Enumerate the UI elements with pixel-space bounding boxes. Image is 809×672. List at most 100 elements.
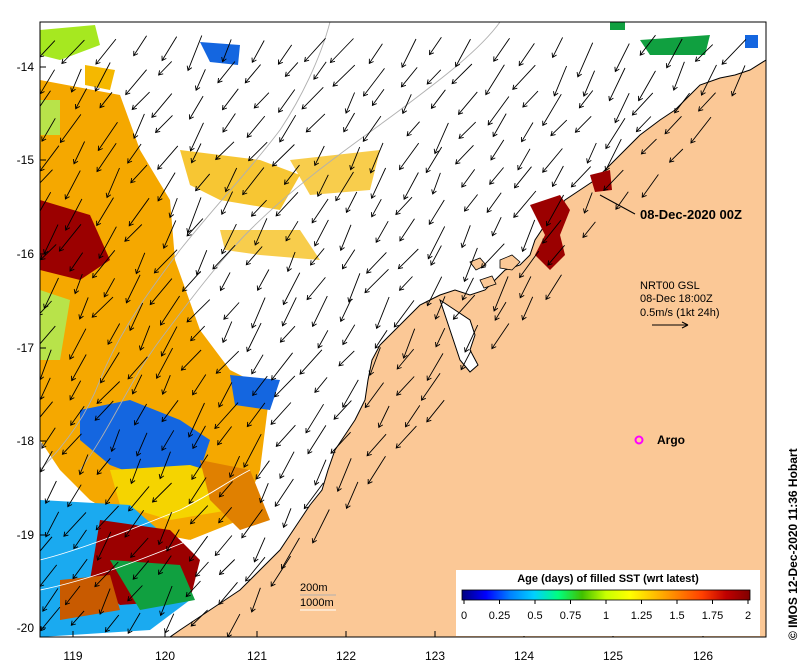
current-arrow (44, 480, 57, 504)
current-arrow (570, 166, 592, 188)
colorbar-background (456, 570, 760, 636)
current-arrow (345, 481, 359, 510)
current-arrow (70, 68, 82, 93)
current-arrow (250, 199, 267, 217)
current-arrow (192, 374, 207, 396)
current-arrow (69, 380, 82, 401)
current-arrow (492, 276, 509, 312)
current-arrow (635, 116, 652, 133)
current-arrow (578, 90, 594, 109)
current-arrow (431, 172, 441, 195)
current-arrow (309, 248, 325, 266)
current-arrow (344, 92, 356, 114)
lon-tick-label: 120 (155, 649, 175, 663)
current-arrow (221, 39, 232, 63)
current-arrow (218, 559, 236, 576)
current-arrow (72, 558, 88, 580)
current-arrow (374, 330, 388, 349)
current-arrow (73, 529, 87, 550)
current-arrow (133, 403, 147, 426)
current-arrow (460, 225, 471, 249)
current-arrow (313, 219, 329, 247)
current-arrow (125, 274, 141, 304)
colorbar-tick-label: 0.75 (560, 610, 581, 622)
current-arrow (221, 223, 237, 255)
current-arrow (275, 191, 299, 217)
current-arrow (214, 402, 239, 430)
current-arrow (253, 537, 266, 563)
current-arrow (401, 38, 417, 68)
current-arrow (135, 252, 146, 275)
current-arrow (244, 64, 261, 84)
current-arrow (427, 226, 446, 260)
current-arrow (398, 276, 413, 291)
current-arrow (251, 40, 265, 64)
current-arrow (271, 352, 293, 381)
current-arrow (454, 38, 471, 68)
current-arrow (371, 88, 385, 107)
lat-axis: -14 -15 -16 -17 -18 -19 -20 (17, 60, 46, 635)
current-arrow (400, 67, 418, 88)
current-arrow (214, 535, 233, 557)
current-arrow (283, 164, 300, 185)
isobaths (40, 22, 501, 471)
current-arrow (92, 250, 116, 279)
current-arrow (44, 511, 60, 538)
current-arrow (700, 64, 717, 96)
argo-float-marker (634, 435, 644, 445)
current-arrow (40, 191, 52, 213)
lon-tick-label: 124 (514, 649, 534, 663)
current-arrow (157, 512, 173, 546)
current-arrow (186, 299, 211, 323)
current-arrow (370, 167, 387, 199)
current-arrow (362, 68, 385, 97)
current-arrow (339, 224, 352, 252)
current-arrow (342, 379, 359, 408)
current-arrow (375, 296, 390, 330)
current-arrow (94, 62, 111, 92)
current-arrow (160, 295, 180, 326)
current-arrow (349, 146, 361, 171)
current-arrow (406, 121, 420, 137)
current-arrow (40, 401, 53, 418)
current-arrow (396, 376, 415, 396)
current-arrow (615, 191, 629, 210)
current-arrow (245, 556, 266, 582)
current-arrow (311, 509, 330, 544)
current-arrow (103, 278, 115, 298)
current-arrow (313, 61, 327, 80)
current-arrow (690, 116, 712, 144)
lat-tick-label: -17 (17, 341, 35, 355)
current-arrow (222, 113, 236, 133)
current-arrow (425, 146, 443, 174)
current-arrow (100, 352, 120, 384)
current-arrow (366, 252, 387, 274)
current-arrow (306, 277, 326, 301)
current-arrow (127, 585, 143, 602)
current-arrow (457, 91, 478, 115)
current-arrow (161, 375, 171, 395)
current-arrow (195, 561, 209, 578)
current-arrow (161, 430, 175, 452)
current-arrow (364, 268, 389, 294)
current-arrow (452, 294, 476, 320)
current-arrow (138, 325, 151, 351)
current-arrow (343, 112, 355, 133)
current-arrow (640, 138, 657, 155)
current-arrow (637, 70, 656, 102)
current-arrow (132, 560, 150, 580)
current-arrow (582, 70, 596, 97)
current-arrow (317, 330, 329, 349)
current-arrow (485, 64, 505, 96)
current-arrow (223, 302, 240, 320)
current-arrow (40, 536, 53, 552)
current-arrow (64, 198, 83, 231)
current-arrow (78, 454, 89, 476)
current-arrow (166, 529, 180, 552)
current-arrow (542, 219, 562, 244)
current-arrow (74, 88, 87, 110)
current-arrow (434, 296, 446, 320)
current-arrow (698, 92, 716, 112)
current-arrow (366, 433, 387, 457)
current-arrow (433, 122, 449, 155)
